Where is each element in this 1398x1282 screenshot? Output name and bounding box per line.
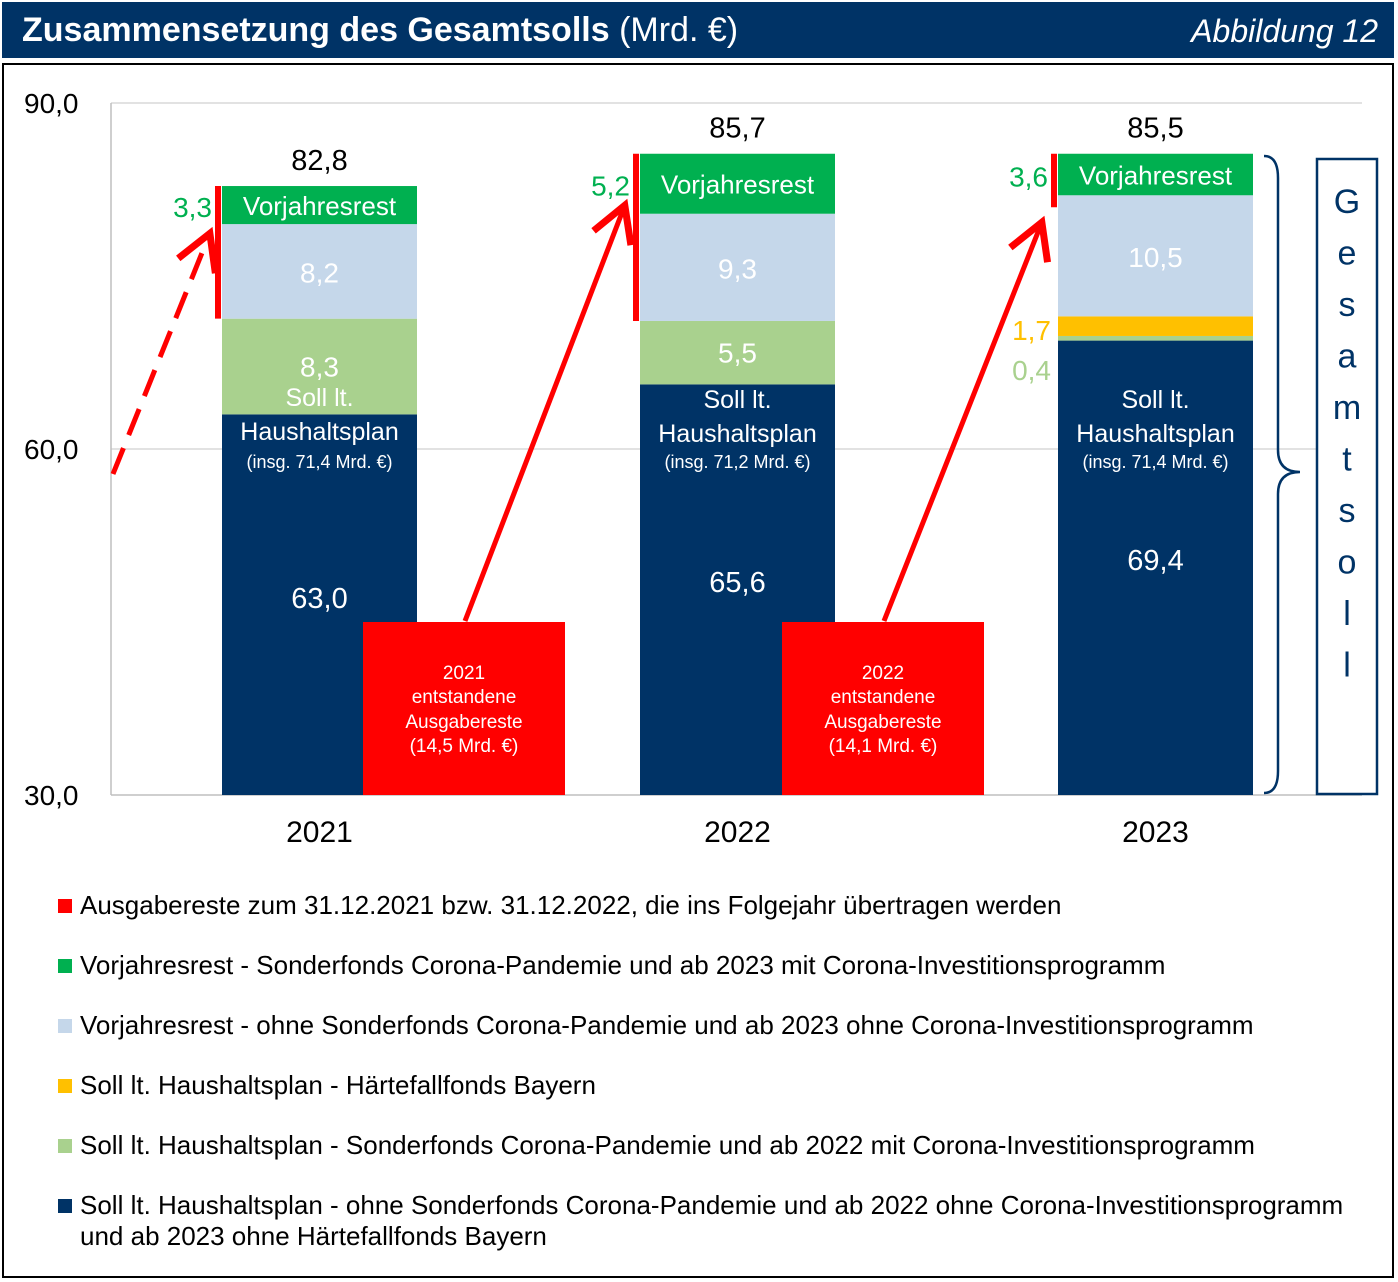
data-label-vorjahresrest-ohne-sonderfonds: 8,2 xyxy=(300,257,339,288)
legend-label: Ausgabereste zum 31.12.2021 bzw. 31.12.2… xyxy=(80,890,1062,920)
x-tick-label: 2022 xyxy=(704,816,771,849)
bar-segment-vorjahresrest-corona xyxy=(222,186,417,225)
x-tick-label: 2023 xyxy=(1122,816,1189,849)
gesamtsoll-letter: l xyxy=(1343,647,1351,685)
y-tick-label: 30,0 xyxy=(24,780,79,811)
plan-annotation-total: (insg. 71,4 Mrd. €) xyxy=(246,452,392,472)
data-label-vorjahresrest-text: Vorjahresrest xyxy=(661,170,815,200)
data-label-sonderfonds-corona: 5,5 xyxy=(718,338,757,369)
plan-annotation-line2: Haushaltsplan xyxy=(658,420,816,448)
legend-swatch xyxy=(58,1139,72,1153)
bar-segment-vorjahresrest-ohne-sonderfonds xyxy=(222,224,417,319)
data-label-vorjahresrest-text: Vorjahresrest xyxy=(1079,161,1233,191)
legend-swatch xyxy=(58,959,72,973)
ausgabereste-year: 2022 xyxy=(862,663,904,684)
data-label-soll-ohne-sonderfonds: 65,6 xyxy=(709,567,765,599)
plan-annotation-line1: Soll lt. xyxy=(703,386,771,414)
legend-label: Soll lt. Haushaltsplan - Härtefallfonds … xyxy=(80,1070,596,1100)
gesamtsoll-letter: o xyxy=(1338,544,1357,582)
plan-annotation-line1: Soll lt. xyxy=(285,384,353,412)
bar-segment-vorjahresrest-ohne-sonderfonds xyxy=(1058,195,1253,317)
plan-annotation-total: (insg. 71,4 Mrd. €) xyxy=(1082,452,1228,472)
data-label-vorjahresrest-text: Vorjahresrest xyxy=(243,191,397,221)
legend-swatch xyxy=(58,1199,72,1213)
x-tick-label: 2021 xyxy=(286,816,353,849)
plan-annotation-line2: Haushaltsplan xyxy=(240,418,398,446)
bar-segment-vorjahresrest-corona xyxy=(1058,153,1253,196)
legend-label: Vorjahresrest - ohne Sonderfonds Corona-… xyxy=(80,1010,1254,1040)
bar-segment-vorjahresrest-corona xyxy=(640,153,835,214)
gesamtsoll-letter: m xyxy=(1333,389,1361,427)
gesamtsoll-letter: e xyxy=(1338,235,1357,273)
legend-swatch xyxy=(58,899,72,913)
data-label-vorjahresrest-corona: 5,2 xyxy=(591,171,630,202)
bar-segment-soll-sonderfonds-corona xyxy=(1058,335,1253,341)
bar-segment-soll-sonderfonds-corona xyxy=(640,320,835,385)
y-tick-label: 90,0 xyxy=(24,88,79,119)
carryover-arrow-2022 xyxy=(881,215,1052,622)
data-label-vorjahresrest-corona: 3,6 xyxy=(1009,162,1048,193)
plan-annotation-total: (insg. 71,2 Mrd. €) xyxy=(664,452,810,472)
figure-header: Zusammensetzung des Gesamtsolls (Mrd. €)… xyxy=(2,2,1394,58)
data-label-vorjahresrest-ohne-sonderfonds: 10,5 xyxy=(1128,242,1183,273)
legend-swatch xyxy=(58,1079,72,1093)
ausgabereste-year: 2021 xyxy=(443,663,485,684)
data-label-total: 85,5 xyxy=(1127,113,1183,145)
data-label-soll-ohne-sonderfonds: 69,4 xyxy=(1127,545,1183,577)
bar-segment-vorjahresrest-ohne-sonderfonds xyxy=(640,213,835,321)
data-label-soll-ohne-sonderfonds: 63,0 xyxy=(291,583,347,615)
gesamtsoll-letter: t xyxy=(1342,441,1352,479)
gesamtsoll-box xyxy=(1315,157,1379,796)
ausgabereste-text: entstandene xyxy=(412,687,517,708)
ausgabereste-text2: Ausgabereste xyxy=(405,712,522,733)
data-label-vorjahresrest-corona: 3,3 xyxy=(173,192,212,223)
ausgabereste-amount: (14,1 Mrd. €) xyxy=(829,736,938,757)
figure-title-main: Zusammensetzung des Gesamtsolls xyxy=(22,11,610,49)
figure-title: Zusammensetzung des Gesamtsolls (Mrd. €) xyxy=(22,11,738,50)
bar-segment-soll-sonderfonds-corona xyxy=(222,318,417,415)
data-label-total: 85,7 xyxy=(709,113,765,145)
ausgabereste-text2: Ausgabereste xyxy=(824,712,941,733)
data-label-sonderfonds-corona: 8,3 xyxy=(300,352,339,383)
data-label-total: 82,8 xyxy=(291,145,347,177)
ausgabereste-box xyxy=(782,622,984,795)
gesamtsoll-letter: s xyxy=(1339,492,1356,530)
ausgabereste-amount: (14,5 Mrd. €) xyxy=(410,736,519,757)
bar-segment-soll-ohne-sonderfonds xyxy=(1058,340,1253,795)
ausgabereste-box xyxy=(363,622,565,795)
gesamtsoll-letter: s xyxy=(1339,286,1356,324)
data-label-sonderfonds-corona: 0,4 xyxy=(1012,355,1051,386)
legend-swatch xyxy=(58,1019,72,1033)
plan-annotation-line1: Soll lt. xyxy=(1121,386,1189,414)
figure-title-unit: (Mrd. €) xyxy=(619,11,739,49)
figure-number: Abbildung 12 xyxy=(1191,13,1378,49)
y-tick-label: 60,0 xyxy=(24,434,79,465)
bar-segment-haertefallfonds xyxy=(1058,316,1253,336)
chart-frame xyxy=(2,63,1394,1278)
plan-annotation-line2: Haushaltsplan xyxy=(1076,420,1234,448)
carryover-arrow-dashed xyxy=(110,226,219,475)
gesamtsoll-letter: l xyxy=(1343,595,1351,633)
gesamtsoll-letter: a xyxy=(1338,338,1357,376)
carryover-arrow-2021 xyxy=(462,198,635,622)
ausgabereste-text: entstandene xyxy=(831,687,936,708)
gesamtsoll-brace xyxy=(1263,154,1301,795)
legend-label: Vorjahresrest - Sonderfonds Corona-Pande… xyxy=(80,950,1166,980)
data-label-haertefallfonds: 1,7 xyxy=(1012,315,1051,346)
data-label-vorjahresrest-ohne-sonderfonds: 9,3 xyxy=(718,253,757,284)
legend-label: Soll lt. Haushaltsplan - ohne Sonderfond… xyxy=(80,1190,1344,1251)
legend-label: Soll lt. Haushaltsplan - Sonderfonds Cor… xyxy=(80,1130,1255,1160)
gesamtsoll-letter: G xyxy=(1334,183,1360,221)
